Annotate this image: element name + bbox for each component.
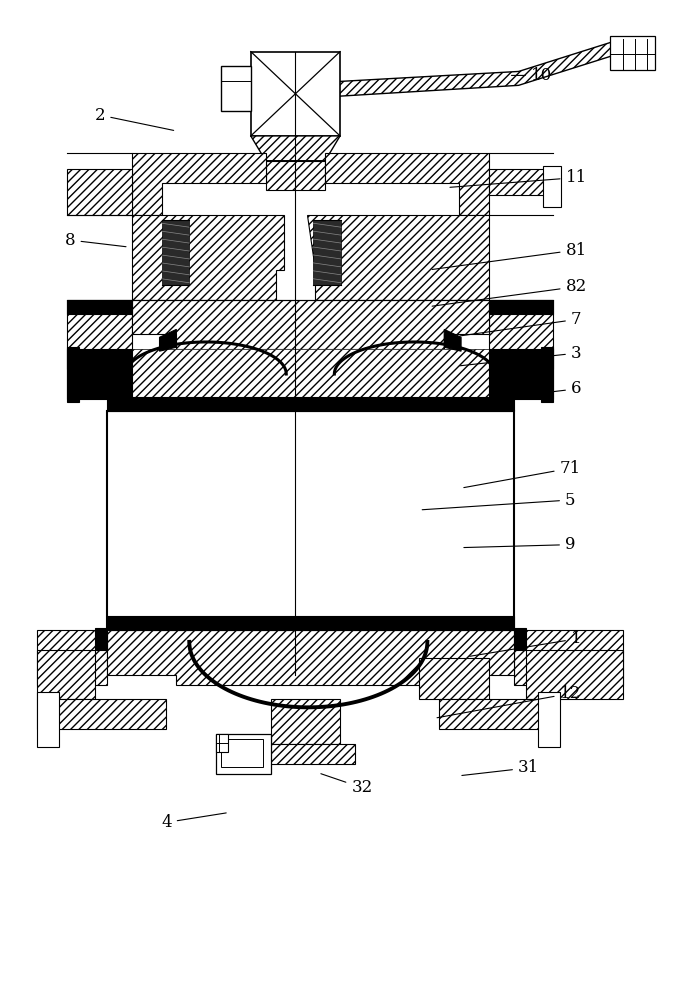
Polygon shape — [132, 349, 489, 397]
Polygon shape — [439, 699, 553, 729]
Polygon shape — [308, 215, 489, 300]
Text: 9: 9 — [464, 536, 576, 553]
Bar — [610, 36, 654, 70]
Text: 3: 3 — [460, 345, 581, 366]
Text: 12: 12 — [437, 685, 581, 718]
Bar — [514, 628, 525, 650]
Text: 31: 31 — [462, 759, 539, 776]
Bar — [38, 692, 59, 747]
Bar — [107, 397, 514, 411]
Polygon shape — [68, 169, 132, 215]
Bar — [221, 66, 251, 111]
Text: 11: 11 — [450, 169, 587, 187]
Polygon shape — [251, 136, 340, 161]
Polygon shape — [159, 329, 176, 351]
Polygon shape — [420, 658, 489, 699]
Polygon shape — [38, 630, 107, 685]
Text: 4: 4 — [161, 813, 226, 831]
Bar — [541, 347, 553, 402]
Polygon shape — [489, 169, 553, 195]
Bar — [313, 220, 341, 285]
Bar — [68, 347, 79, 402]
Text: 32: 32 — [321, 774, 372, 796]
Polygon shape — [525, 650, 623, 699]
Polygon shape — [266, 161, 325, 190]
Text: 10: 10 — [512, 67, 552, 84]
Text: 1: 1 — [470, 630, 581, 656]
Bar — [68, 349, 132, 399]
Polygon shape — [444, 329, 461, 351]
Text: 82: 82 — [432, 278, 587, 306]
Bar — [68, 349, 132, 399]
Text: 2: 2 — [95, 107, 174, 130]
Polygon shape — [132, 300, 489, 349]
Polygon shape — [489, 300, 553, 369]
Polygon shape — [325, 153, 489, 215]
Bar — [216, 734, 271, 774]
Polygon shape — [132, 349, 489, 397]
Polygon shape — [68, 300, 132, 369]
Text: 6: 6 — [480, 380, 581, 400]
Polygon shape — [306, 42, 653, 98]
Bar — [539, 692, 560, 747]
Polygon shape — [38, 650, 95, 699]
Polygon shape — [132, 153, 266, 215]
Polygon shape — [271, 699, 340, 744]
Bar — [544, 166, 561, 207]
Polygon shape — [107, 630, 514, 685]
Bar — [107, 411, 514, 630]
Polygon shape — [68, 300, 132, 314]
Text: 7: 7 — [460, 311, 581, 336]
Text: 5: 5 — [422, 492, 576, 510]
Polygon shape — [489, 300, 553, 314]
Polygon shape — [38, 699, 166, 729]
Bar — [132, 349, 489, 397]
Text: 71: 71 — [464, 460, 581, 488]
Polygon shape — [514, 630, 623, 685]
Bar — [161, 220, 189, 285]
Bar — [489, 349, 553, 399]
Text: 8: 8 — [65, 232, 126, 249]
Bar — [107, 616, 514, 630]
Bar — [216, 734, 228, 752]
Text: 81: 81 — [432, 242, 587, 269]
Polygon shape — [255, 744, 355, 764]
Bar — [221, 739, 262, 767]
Bar — [251, 52, 340, 136]
Polygon shape — [132, 215, 283, 300]
Bar — [95, 628, 107, 650]
